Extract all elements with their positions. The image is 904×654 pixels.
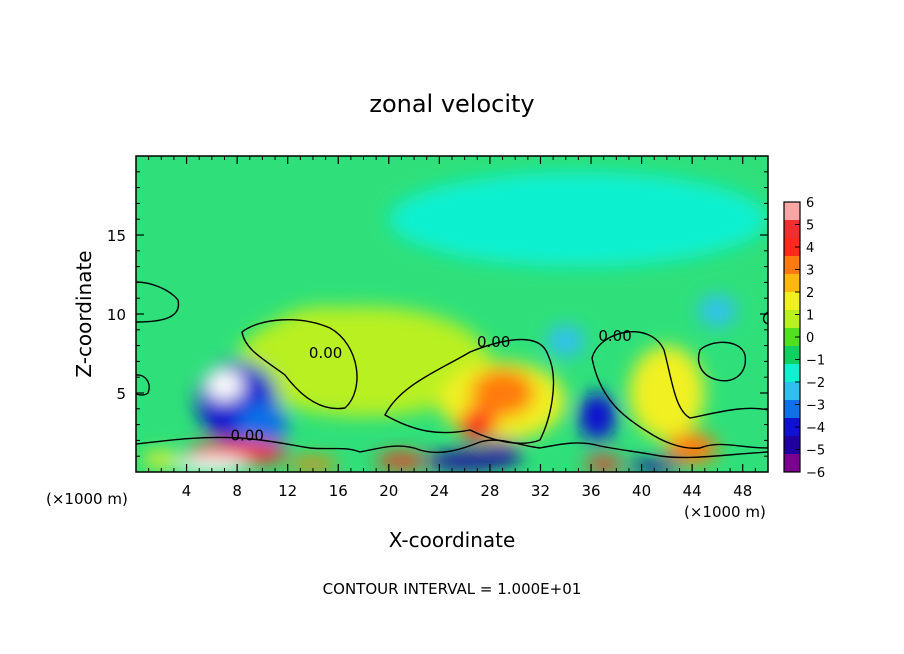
x-tick-label: 28	[480, 482, 499, 500]
field-blob	[205, 369, 244, 401]
field-blob	[287, 457, 339, 471]
field-blob	[376, 453, 427, 469]
colorbar-tick-label: 0	[806, 331, 814, 346]
colorbar-swatch	[784, 256, 800, 275]
x-tick-label: 44	[683, 482, 702, 500]
x-tick-label: 4	[182, 482, 192, 500]
colorbar-tick-label: −2	[806, 376, 825, 391]
colorbar-tick-label: 4	[806, 241, 814, 256]
x-tick-label: 24	[430, 482, 449, 500]
colorbar-swatch	[784, 436, 800, 455]
zero-contours	[136, 281, 768, 459]
colorbar-swatch	[784, 418, 800, 437]
colorbar-tick-label: −1	[806, 354, 825, 369]
contour-line	[136, 281, 180, 323]
x-tick-label: 40	[632, 482, 651, 500]
colorbar-swatch	[784, 328, 800, 347]
contour-line	[136, 436, 768, 459]
field-blob	[458, 408, 497, 441]
colorbar-tick-label: 6	[806, 196, 814, 211]
field-blob	[142, 451, 181, 468]
contour-line	[591, 331, 768, 449]
x-tick-label: 16	[329, 482, 348, 500]
contour-line	[241, 319, 358, 410]
field-blob	[262, 306, 389, 386]
contour-line	[762, 311, 768, 325]
colorbar-tick-label: 5	[806, 219, 814, 234]
field-blob	[426, 451, 503, 471]
contour-label: 0.00	[598, 327, 631, 345]
x-tick-label: 48	[733, 482, 752, 500]
chart-title: zonal velocity	[369, 90, 534, 118]
x-tick-label: 8	[232, 482, 242, 500]
colorbar-tick-label: −5	[806, 444, 825, 459]
contour-line	[384, 338, 555, 444]
colorbar-swatch	[784, 400, 800, 419]
contour-label: 0.00	[477, 333, 510, 351]
colorbar-swatch	[784, 202, 800, 221]
x-axis-label: X-coordinate	[389, 528, 516, 552]
colorbar-swatch	[784, 364, 800, 383]
y-tick-label: 5	[116, 385, 126, 403]
colorbar-tick-label: −3	[806, 399, 825, 414]
colorbar: 6 5 4 3 2 1 0 −1 −2 −3 −4 −5 −6	[783, 196, 825, 481]
colorbar-swatch	[784, 292, 800, 311]
field-blob	[578, 393, 617, 441]
y-tick-label: 10	[107, 306, 126, 324]
y-tick-label: 15	[107, 227, 126, 245]
contour-line	[136, 374, 150, 396]
field-blob	[237, 400, 288, 449]
colorbar-tick-label: −6	[806, 466, 825, 481]
colorbar-tick-label: −4	[806, 421, 825, 436]
field-blob	[470, 369, 535, 417]
velocity-field	[142, 171, 768, 472]
x-tick-label: 20	[379, 482, 398, 500]
field-blob	[584, 456, 623, 472]
colorbar-swatch	[784, 274, 800, 293]
y-axis-label: Z-coordinate	[72, 250, 96, 377]
colorbar-tick-label: 2	[806, 286, 814, 301]
contour-label: 0.00	[231, 426, 264, 444]
x-unit-right: (×1000 m)	[684, 503, 766, 521]
colorbar-swatch	[784, 220, 800, 239]
x-tick-label: 36	[581, 482, 600, 500]
colorbar-swatch	[784, 382, 800, 401]
colorbar-swatch	[784, 346, 800, 365]
contour-interval-note: CONTOUR INTERVAL = 1.000E+01	[323, 580, 582, 598]
field-blob	[546, 325, 585, 357]
field-blob	[483, 440, 522, 466]
colorbar-swatch	[784, 310, 800, 329]
contour-label: 0.00	[309, 344, 342, 362]
field-blob	[698, 295, 737, 327]
colorbar-swatch	[784, 454, 800, 473]
field-blob	[628, 345, 705, 441]
colorbar-tick-label: 3	[806, 264, 814, 279]
contour-line	[697, 341, 747, 382]
colorbar-swatch	[784, 238, 800, 257]
field-blob	[388, 171, 768, 267]
x-tick-label: 12	[278, 482, 297, 500]
contour-labels: 0.00 0.00 0.00 0.00	[231, 327, 632, 445]
field-blob	[173, 456, 250, 472]
x-unit-left: (×1000 m)	[46, 490, 128, 508]
x-tick-label: 32	[531, 482, 550, 500]
colorbar-tick-label: 1	[806, 309, 814, 324]
